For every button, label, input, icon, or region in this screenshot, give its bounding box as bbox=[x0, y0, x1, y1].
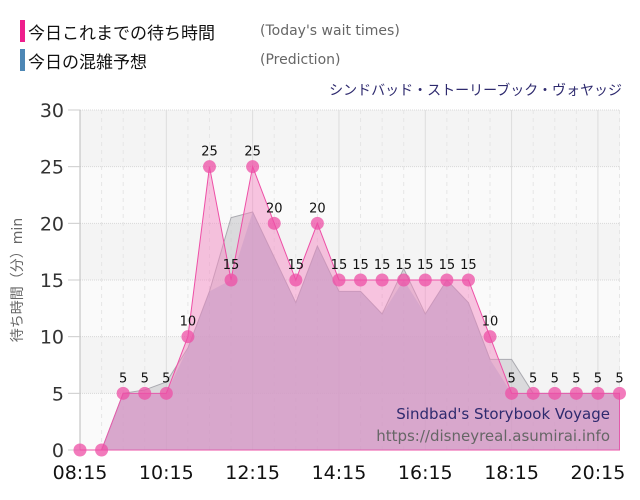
data-label: 5 bbox=[551, 371, 559, 386]
plot-band bbox=[80, 223, 620, 280]
series-areas bbox=[80, 164, 620, 451]
data-point bbox=[569, 386, 583, 400]
legend-label-prediction-jp: 今日の混雑予想 bbox=[28, 52, 147, 73]
data-label: 5 bbox=[615, 371, 623, 386]
attraction-title: シンドバッド・ストーリーブック・ヴォヤッジ bbox=[329, 83, 622, 99]
x-axis-ticks: 08:15 10:15 12:15 14:15 16:15 18:15 20:15 bbox=[53, 462, 626, 484]
data-label: 15 bbox=[331, 258, 348, 273]
data-label: 5 bbox=[507, 371, 515, 386]
data-label: 5 bbox=[529, 371, 537, 386]
data-point bbox=[440, 273, 454, 287]
data-label: 5 bbox=[119, 371, 127, 386]
data-label: 20 bbox=[309, 201, 326, 216]
y-axis-label: 待ち時間（分）min bbox=[10, 218, 26, 342]
data-label: 5 bbox=[594, 371, 602, 386]
y-tick-label: 5 bbox=[52, 383, 64, 405]
data-label: 15 bbox=[439, 258, 456, 273]
data-label: 20 bbox=[266, 201, 283, 216]
data-label: 5 bbox=[572, 371, 580, 386]
data-label: 15 bbox=[460, 258, 477, 273]
data-point bbox=[181, 330, 195, 344]
data-label: 15 bbox=[417, 258, 434, 273]
data-point bbox=[591, 386, 605, 400]
y-tick-label: 15 bbox=[40, 270, 64, 292]
data-point bbox=[526, 386, 540, 400]
x-tick-label: 18:15 bbox=[484, 462, 539, 484]
data-label: 15 bbox=[223, 258, 240, 273]
data-point bbox=[461, 273, 475, 287]
data-point bbox=[95, 443, 109, 457]
data-point bbox=[116, 386, 130, 400]
data-label: 15 bbox=[395, 258, 412, 273]
data-point bbox=[224, 273, 238, 287]
data-label: 5 bbox=[162, 371, 170, 386]
plot-band bbox=[80, 166, 620, 224]
x-tick-label: 10:15 bbox=[139, 462, 194, 484]
data-point bbox=[613, 386, 626, 400]
data-label: 5 bbox=[141, 371, 149, 386]
data-point bbox=[548, 386, 562, 400]
legend-swatch-today bbox=[20, 20, 25, 42]
data-point bbox=[289, 273, 303, 287]
legend-swatch-prediction bbox=[20, 49, 25, 71]
legend-label-today-jp: 今日これまでの待ち時間 bbox=[28, 23, 215, 44]
today-area bbox=[80, 164, 620, 451]
data-point bbox=[397, 273, 411, 287]
data-point bbox=[246, 160, 260, 174]
data-point bbox=[483, 330, 497, 344]
data-point bbox=[332, 273, 346, 287]
data-point bbox=[310, 216, 324, 230]
y-tick-label: 0 bbox=[52, 440, 64, 462]
data-point bbox=[202, 160, 216, 174]
x-tick-label: 14:15 bbox=[312, 462, 367, 484]
data-point bbox=[375, 273, 389, 287]
data-label: 15 bbox=[374, 258, 391, 273]
data-point bbox=[73, 443, 87, 457]
data-point bbox=[138, 386, 152, 400]
data-point bbox=[418, 273, 432, 287]
data-label: 10 bbox=[180, 315, 197, 330]
plot-band bbox=[80, 110, 620, 167]
data-point bbox=[267, 216, 281, 230]
watermark-name: Sindbad's Storybook Voyage bbox=[396, 405, 610, 423]
watermark-url: https://disneyreal.asumirai.info bbox=[376, 427, 610, 445]
legend-label-today-en: (Today's wait times) bbox=[260, 23, 400, 39]
data-label: 25 bbox=[244, 145, 261, 160]
legend-item-today: 今日これまでの待ち時間 (Today's wait times) bbox=[20, 20, 400, 44]
y-tick-label: 30 bbox=[40, 100, 64, 122]
data-label: 10 bbox=[482, 315, 499, 330]
y-tick-label: 10 bbox=[40, 327, 64, 349]
x-tick-label: 20:15 bbox=[571, 462, 626, 484]
legend-label-prediction-en: (Prediction) bbox=[260, 52, 341, 68]
data-label: 15 bbox=[352, 258, 369, 273]
y-tick-label: 20 bbox=[40, 213, 64, 235]
data-point bbox=[505, 386, 519, 400]
x-tick-label: 12:15 bbox=[225, 462, 280, 484]
y-axis-ticks: 0 5 10 15 20 25 30 bbox=[40, 100, 80, 462]
data-label: 15 bbox=[288, 258, 305, 273]
data-point bbox=[159, 386, 173, 400]
data-point bbox=[354, 273, 368, 287]
data-points bbox=[73, 160, 626, 457]
x-tick-label: 16:15 bbox=[398, 462, 453, 484]
x-tick-label: 08:15 bbox=[53, 462, 108, 484]
y-tick-label: 25 bbox=[40, 157, 64, 179]
legend-item-prediction: 今日の混雑予想 (Prediction) bbox=[20, 49, 340, 73]
data-label: 25 bbox=[201, 145, 218, 160]
